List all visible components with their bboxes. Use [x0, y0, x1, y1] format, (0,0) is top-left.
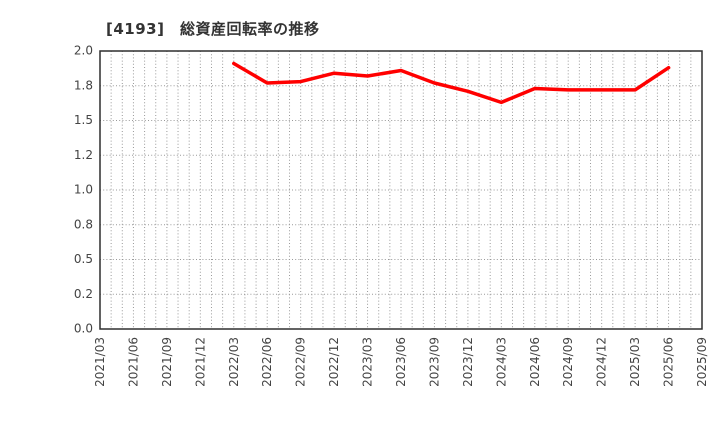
y-tick-label: 2.0 [74, 44, 93, 58]
y-tick-label: 0.5 [74, 252, 93, 266]
y-tick-label: 1.0 [74, 183, 93, 197]
x-tick-label: 2021/03 [93, 337, 107, 387]
chart-title: [4193] 総資産回転率の推移 [106, 20, 320, 38]
x-tick-label: 2024/09 [561, 337, 575, 387]
y-tick-label: 1.8 [74, 78, 93, 92]
y-tick-label: 0.8 [74, 217, 93, 231]
x-tick-label: 2022/03 [227, 337, 241, 387]
x-tick-label: 2023/09 [427, 337, 441, 387]
x-tick-label: 2024/06 [528, 337, 542, 387]
y-tick-label: 1.2 [74, 148, 93, 162]
x-tick-label: 2022/06 [260, 337, 274, 387]
x-tick-label: 2021/09 [160, 337, 174, 387]
y-tick-label: 0.2 [74, 287, 93, 301]
x-tick-label: 2023/03 [361, 337, 375, 387]
y-axis-labels: 0.0 0.2 0.5 0.8 1.0 1.2 1.5 1.8 2.0 [74, 44, 93, 336]
x-axis-labels: 2021/03 2021/06 2021/09 2021/12 2022/03 2022/… [93, 337, 709, 387]
x-tick-label: 2022/09 [294, 337, 308, 387]
y-tick-label: 1.5 [74, 113, 93, 127]
x-tick-label: 2025/06 [662, 337, 676, 387]
x-tick-label: 2025/09 [695, 337, 709, 387]
x-tick-label: 2024/12 [595, 337, 609, 387]
x-tick-label: 2022/12 [327, 337, 341, 387]
x-tick-label: 2025/03 [628, 337, 642, 387]
plot-frame [99, 50, 703, 330]
x-tick-label: 2023/06 [394, 337, 408, 387]
x-tick-label: 2021/06 [126, 337, 140, 387]
gridlines [100, 51, 702, 329]
x-tick-label: 2024/03 [494, 337, 508, 387]
x-tick-label: 2021/12 [193, 337, 207, 387]
x-tick-label: 2023/12 [461, 337, 475, 387]
series-line-総資産回転率 [232, 61, 671, 105]
y-tick-label: 0.0 [74, 322, 93, 336]
